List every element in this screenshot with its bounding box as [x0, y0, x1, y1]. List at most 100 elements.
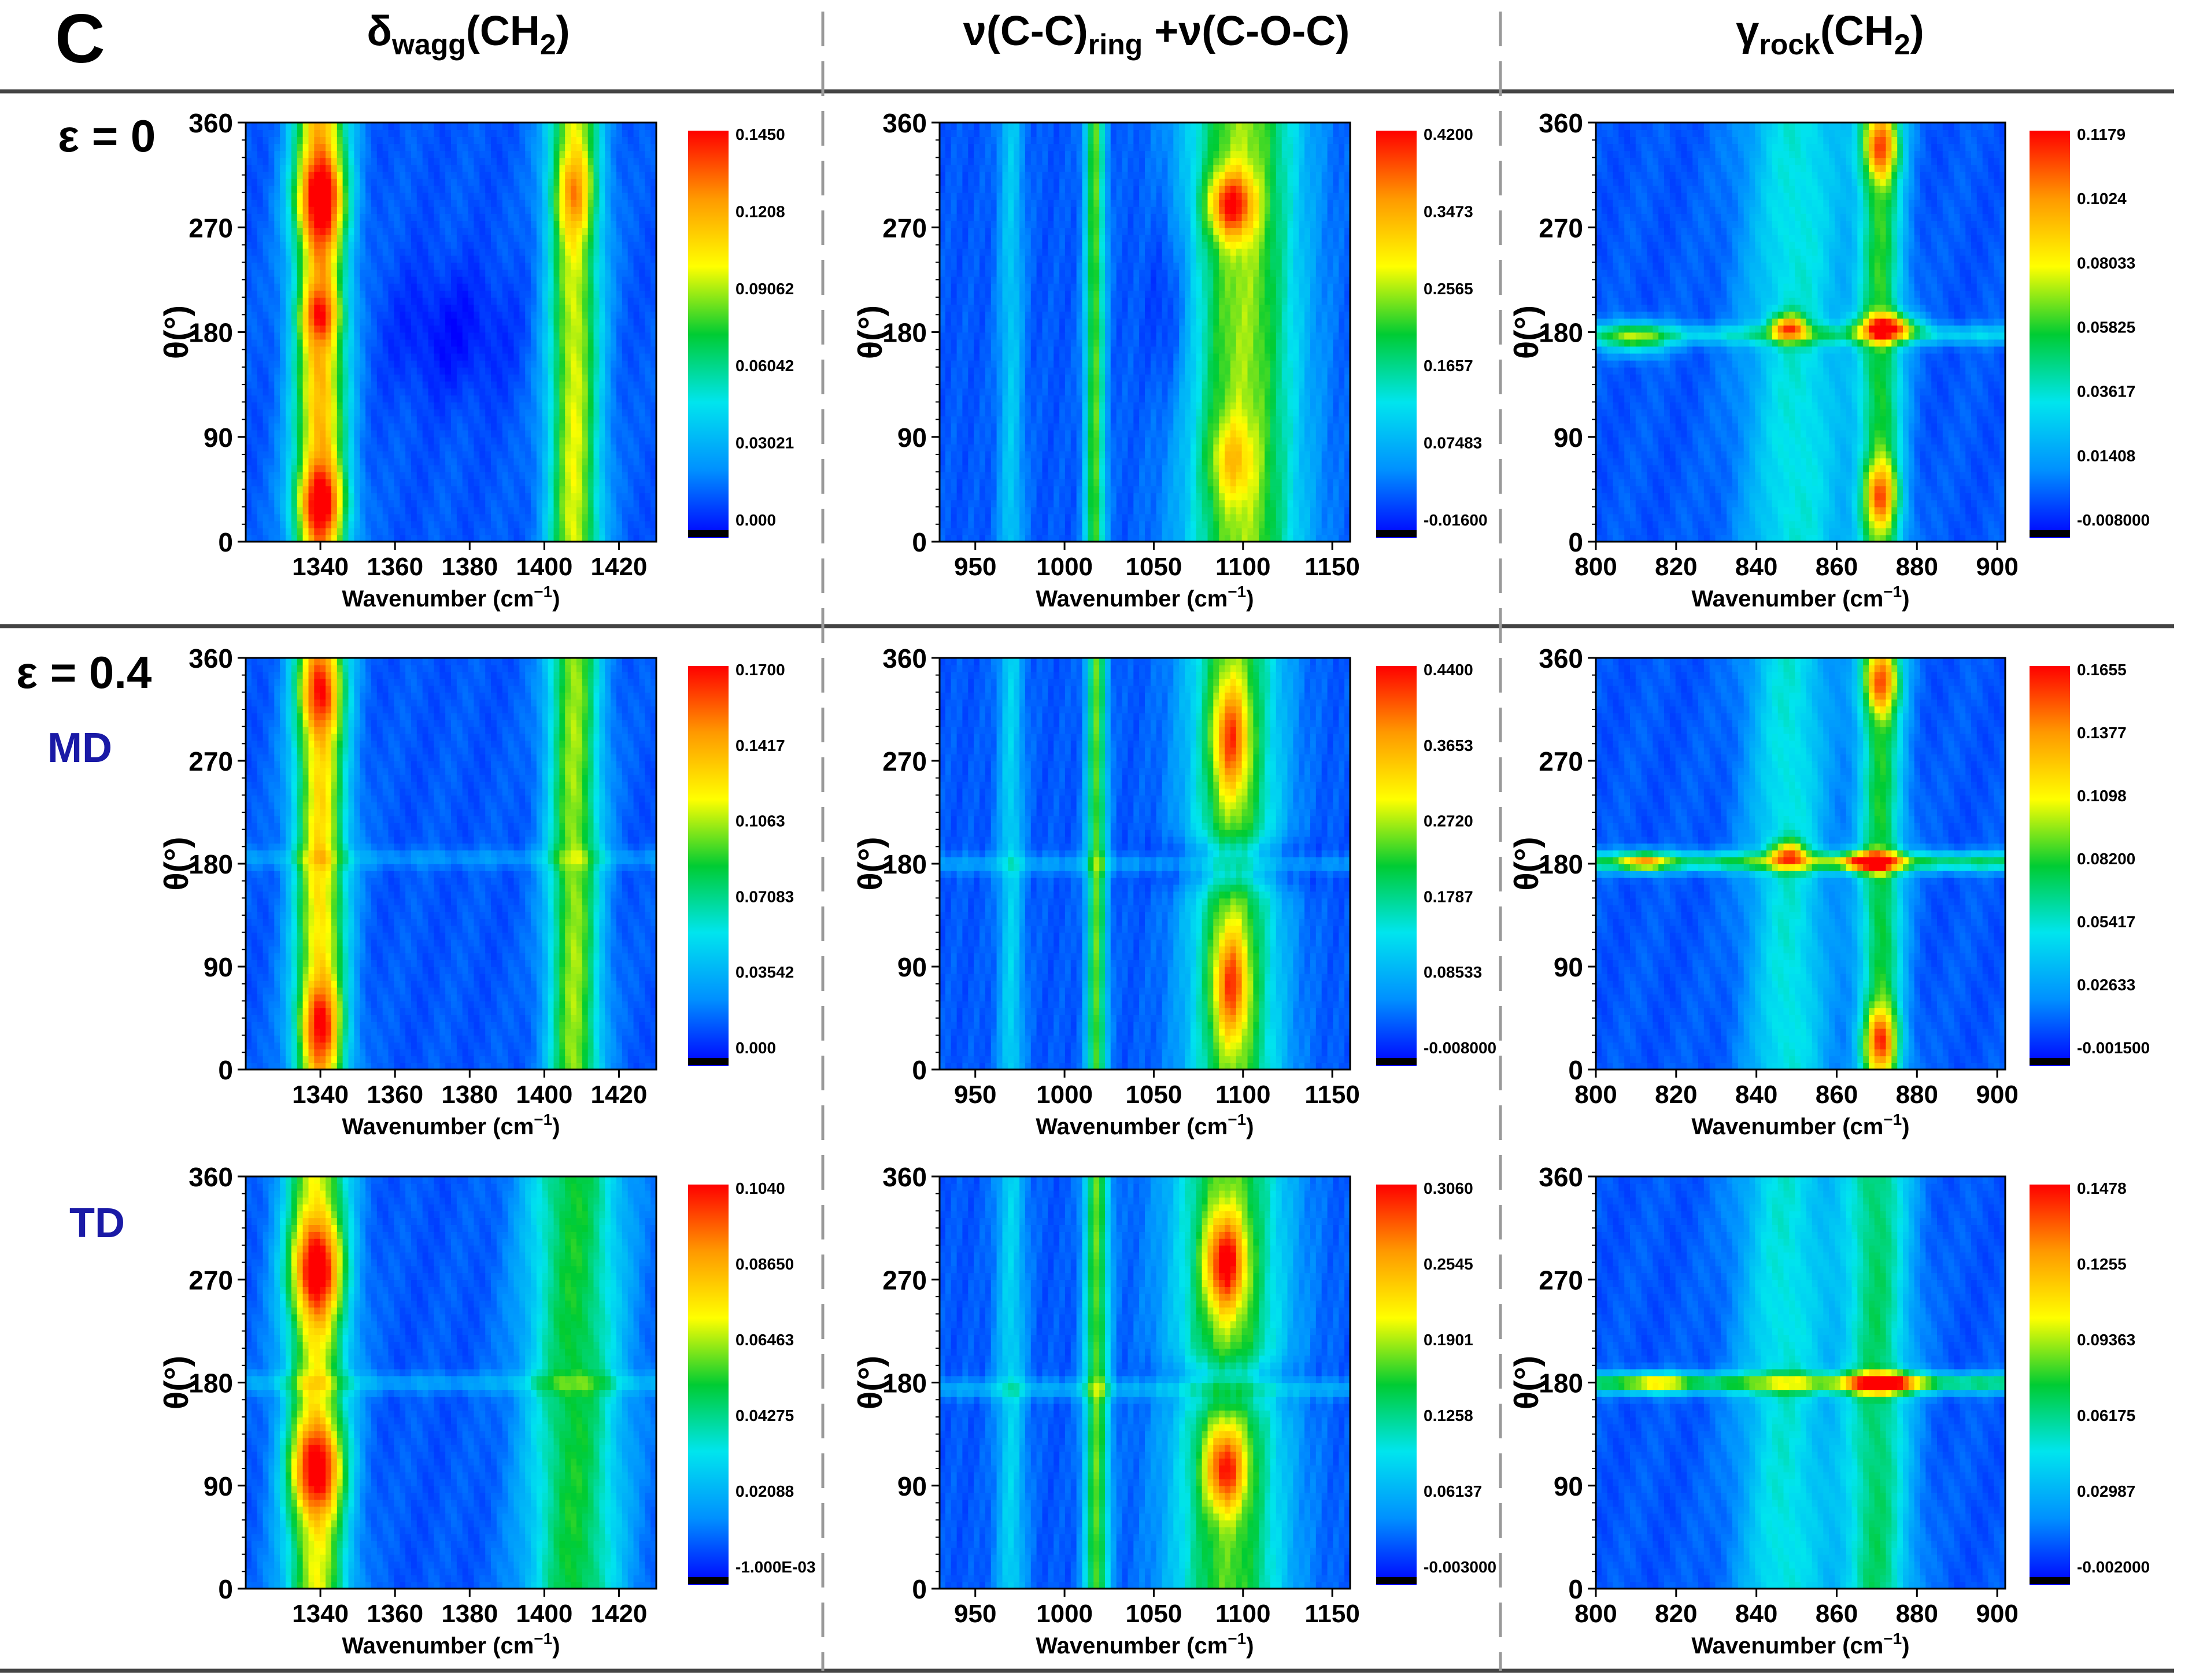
colorbar-label: -0.008000 [2077, 511, 2150, 529]
colorbar-label: 0.1063 [735, 812, 785, 830]
heatmap-field [246, 658, 656, 1070]
heatmap-field [940, 658, 1350, 1070]
colorbar-gradient [2030, 666, 2070, 1066]
y-tick-label: 0 [1568, 1574, 1583, 1604]
colorbar: 0.3060 0.2545 0.1901 0.1258 0.06137 -0.003000 [1376, 1179, 1496, 1585]
colorbar-label: 0.02088 [735, 1482, 794, 1500]
x-tick-label: 1420 [591, 1080, 648, 1109]
x-tick-label: 860 [1816, 1600, 1858, 1628]
x-tick-label: 1360 [367, 1600, 423, 1628]
x-tick-label: 800 [1574, 1080, 1617, 1109]
colorbar-underflow [688, 1577, 729, 1584]
x-tick-label: 900 [1976, 1080, 2018, 1109]
colorbar: 0.4200 0.3473 0.2565 0.1657 0.07483 -0.01600 [1376, 125, 1488, 538]
x-tick-label: 950 [954, 1080, 996, 1109]
y-tick-label: 90 [1554, 952, 1583, 982]
colorbar: 0.1478 0.1255 0.09363 0.06175 0.02987 -0.0020… [2030, 1179, 2150, 1585]
heatmap-grid: 0 90 180 270 360 1340 1360 1380 1400 1420 Wavenumb… [158, 108, 2150, 1659]
colorbar-label: 0.1787 [1424, 887, 1473, 905]
y-tick-label: 0 [218, 1574, 233, 1604]
colorbar-label: 0.3653 [1424, 737, 1473, 754]
x-tick-label: 950 [954, 553, 996, 581]
y-tick-label: 180 [882, 1368, 927, 1398]
row-label-eps04: ε = 0.4 [16, 647, 151, 698]
colorbar-label: 0.09062 [735, 280, 794, 298]
y-tick-label: 180 [1539, 318, 1583, 348]
y-tick-label: 270 [188, 1265, 233, 1295]
y-tick-label: 0 [912, 1574, 927, 1604]
colorbar-label: 0.09363 [2077, 1331, 2135, 1349]
x-tick-label: 1050 [1125, 553, 1182, 581]
x-tick-label: 1100 [1215, 1080, 1270, 1109]
row-label-md: MD [47, 725, 112, 771]
y-tick-label: 360 [1539, 1162, 1583, 1192]
x-tick-label: 880 [1896, 1080, 1938, 1109]
colorbar-label: 0.07483 [1424, 434, 1482, 452]
y-tick-label: 360 [882, 643, 927, 674]
colorbar-label: 0.1377 [2077, 724, 2127, 742]
x-axis-label: Wavenumber (cm−1) [1036, 583, 1254, 612]
y-tick-label: 90 [897, 1471, 927, 1501]
colorbar-label: 0.3060 [1424, 1179, 1473, 1197]
colorbar-label: 0.08533 [1424, 963, 1482, 981]
y-tick-label: 90 [204, 952, 233, 982]
y-tick-label: 0 [1568, 1055, 1583, 1085]
colorbar-gradient [688, 1185, 729, 1585]
colorbar-label: 0.1901 [1424, 1331, 1473, 1349]
colorbar-label: 0.1040 [735, 1179, 785, 1197]
colorbar-underflow [2030, 1058, 2070, 1065]
colorbar-gradient [2030, 1185, 2070, 1585]
x-tick-label: 1150 [1304, 1080, 1359, 1109]
y-axis-label: θ(°) [852, 1356, 889, 1409]
colorbar: 0.1700 0.1417 0.1063 0.07083 0.03542 0.000 [688, 661, 794, 1066]
y-tick-label: 90 [1554, 1471, 1583, 1501]
colorbar-label: 0.1258 [1424, 1407, 1473, 1424]
heatmap-panel-row1-col0: 0 90 180 270 360 1340 1360 1380 1400 1420 Wavenumb… [158, 643, 794, 1139]
heatmap-panel-row2-col0: 0 90 180 270 360 1340 1360 1380 1400 1420 Wavenumb… [158, 1162, 816, 1659]
x-tick-label: 1360 [367, 553, 423, 581]
x-tick-label: 840 [1735, 553, 1777, 581]
heatmap-field [940, 123, 1350, 542]
colorbar-label: 0.1024 [2077, 190, 2127, 208]
colorbar-gradient [2030, 131, 2070, 538]
colorbar-label: 0.1478 [2077, 1179, 2127, 1197]
x-tick-label: 860 [1816, 1080, 1858, 1109]
y-tick-label: 270 [1539, 213, 1583, 243]
colorbar-gradient [1376, 131, 1417, 538]
y-tick-label: 360 [882, 108, 927, 138]
colorbar-gradient [688, 666, 729, 1066]
heatmap-panel-row0-col2: 0 90 180 270 360 800 820 840 860 880 900 Wavenumber… [1508, 108, 2150, 612]
y-tick-label: 180 [1539, 849, 1583, 879]
colorbar-label: 0.08650 [735, 1255, 794, 1273]
colorbar-label: 0.08200 [2077, 850, 2135, 868]
colorbar-label: 0.1417 [735, 737, 785, 754]
colorbar-label: 0.2565 [1424, 280, 1473, 298]
x-tick-label: 1340 [292, 553, 349, 581]
colorbar-label: -0.01600 [1424, 511, 1488, 529]
x-tick-label: 1000 [1036, 1080, 1093, 1109]
y-axis-label: θ(°) [158, 837, 195, 890]
y-tick-label: 90 [204, 1471, 233, 1501]
y-axis-label: θ(°) [1508, 1356, 1546, 1409]
x-tick-label: 880 [1896, 553, 1938, 581]
colorbar-gradient [1376, 666, 1417, 1066]
colorbar-label: -1.000E-03 [735, 1558, 816, 1576]
x-tick-label: 950 [954, 1600, 996, 1628]
y-tick-label: 360 [1539, 643, 1583, 674]
y-tick-label: 180 [1539, 1368, 1583, 1398]
column-title-0: δwagg(CH2) [367, 8, 570, 61]
y-tick-label: 90 [897, 423, 927, 453]
colorbar-label: 0.1098 [2077, 787, 2127, 805]
colorbar-label: 0.03021 [735, 434, 794, 452]
x-tick-label: 820 [1655, 553, 1697, 581]
y-axis-label: θ(°) [852, 837, 889, 890]
x-axis-label: Wavenumber (cm−1) [342, 1630, 560, 1659]
x-tick-label: 900 [1976, 553, 2018, 581]
colorbar-underflow [1376, 1577, 1417, 1584]
y-tick-label: 270 [882, 746, 927, 776]
x-axis-label: Wavenumber (cm−1) [342, 583, 560, 612]
y-axis-label: θ(°) [852, 305, 889, 359]
colorbar-label: 0.08033 [2077, 254, 2135, 272]
colorbar-label: 0.05825 [2077, 319, 2135, 336]
